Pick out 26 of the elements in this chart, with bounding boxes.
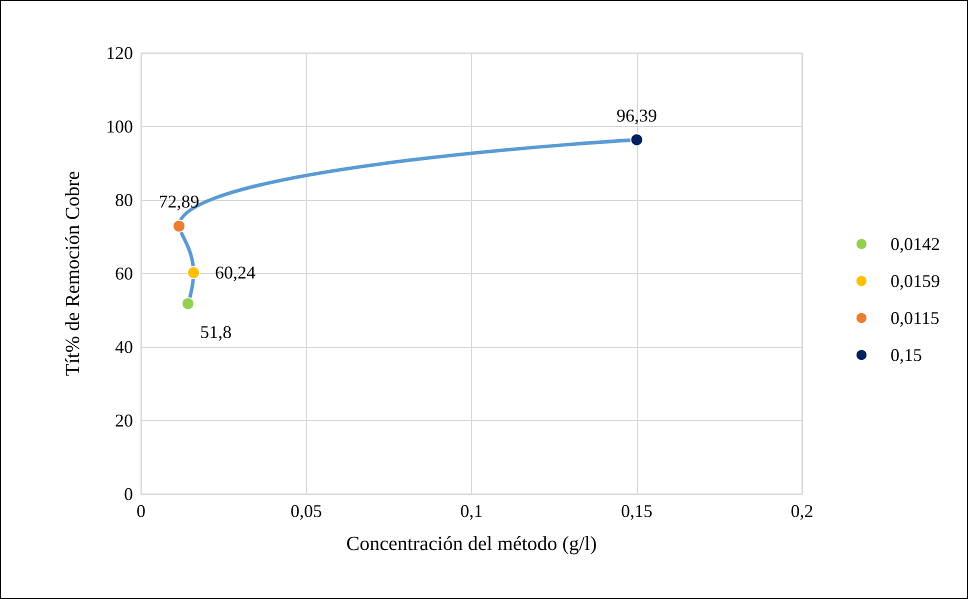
x-tick-label: 0,15 [621, 501, 652, 521]
y-tick-label: 20 [115, 410, 133, 430]
legend-label: 0,0142 [890, 234, 940, 254]
y-tick-label: 100 [106, 116, 133, 136]
x-tick-label: 0,1 [460, 501, 483, 521]
data-label: 51,8 [200, 322, 232, 342]
y-tick-label: 0 [124, 484, 133, 504]
point [187, 266, 200, 280]
x-tick-label: 0,2 [790, 501, 814, 521]
y-axis-title: Tít% de Remoción Cobre [62, 170, 84, 376]
point [181, 297, 194, 310]
legend-label: 0,15 [890, 345, 922, 365]
y-tick-label: 120 [106, 43, 133, 63]
y-tick-label: 60 [115, 264, 133, 284]
data-label: 60,24 [215, 262, 256, 283]
x-axis-title: Concentración del método (g/l) [346, 533, 597, 555]
data-label: 96,39 [616, 105, 657, 126]
point [172, 220, 186, 233]
x-tick-label: 0 [136, 501, 146, 521]
y-tick-label: 80 [115, 190, 133, 210]
legend-label: 0,0159 [890, 271, 940, 291]
data-label: 72,89 [158, 192, 200, 212]
y-tick-label: 40 [115, 337, 133, 357]
point [630, 133, 644, 146]
legend-label: 0,0115 [890, 308, 940, 328]
x-tick-label: 0,05 [290, 501, 322, 521]
